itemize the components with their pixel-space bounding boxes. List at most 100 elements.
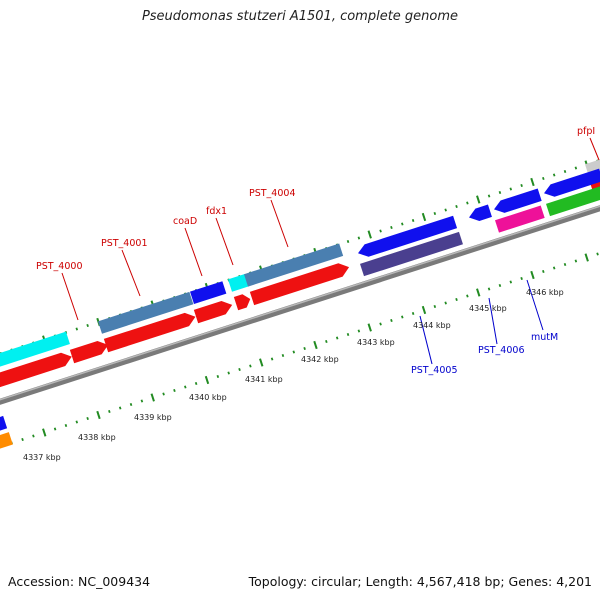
inner-rail-tick xyxy=(86,416,89,421)
inner-rail-tick xyxy=(584,253,589,262)
inner-rail-tick xyxy=(259,358,264,367)
inner-rail-tick xyxy=(64,423,68,428)
outer-rail-tick xyxy=(346,239,350,244)
gene-pst-4005-purple xyxy=(360,231,463,277)
inner-rail-tick xyxy=(292,350,296,354)
gene-pst-4000-red-body xyxy=(0,352,72,391)
gene-pst-4005-blue-body xyxy=(358,215,458,257)
scale-label-4339: 4339 kbp xyxy=(134,413,172,422)
gene-left-blue xyxy=(0,415,8,432)
outer-rail-tick xyxy=(509,187,513,191)
inner-rail-tick xyxy=(303,346,306,351)
outer-rail-tick xyxy=(367,230,372,239)
inner-rail-tick xyxy=(444,301,447,305)
outer-rail-tick xyxy=(421,212,427,222)
inner-rail-tick xyxy=(466,294,469,298)
leader-pst-4006 xyxy=(488,297,498,345)
outer-rail-tick xyxy=(390,225,393,230)
inner-rail-tick xyxy=(129,402,133,407)
inner-rail-tick xyxy=(184,385,187,389)
outer-rail-tick xyxy=(379,229,382,233)
outer-rail-tick xyxy=(86,323,89,328)
gene-red-small-body xyxy=(69,340,109,364)
inner-rail-tick xyxy=(238,367,241,372)
gene-left-orange xyxy=(0,432,13,452)
gene-pst-4001-steel-body xyxy=(98,291,194,334)
genome-summary-text: Topology: circular; Length: 4,567,418 bp… xyxy=(248,574,592,589)
gene-coad-red-body xyxy=(193,300,233,324)
scale-label-4344: 4344 kbp xyxy=(413,321,451,330)
gene-coad-red xyxy=(193,300,233,324)
outer-rail-tick xyxy=(542,176,545,181)
gene-left-blue-body xyxy=(0,415,8,432)
outer-rail-tick xyxy=(487,194,491,198)
gene-pst-4004-steel-body xyxy=(244,243,344,287)
inner-rail-tick xyxy=(108,409,111,414)
outer-rail-tick xyxy=(455,204,458,209)
gene-coad-blue xyxy=(190,281,227,305)
leader-pst-4001 xyxy=(121,249,141,297)
gene-right-blue xyxy=(544,168,600,197)
inner-rail-tick xyxy=(455,297,458,302)
scale-label-4345: 4345 kbp xyxy=(469,304,507,313)
inner-rail-tick xyxy=(596,252,599,256)
gene-label-pfpi: pfpI xyxy=(577,126,595,137)
inner-rail-tick xyxy=(530,270,535,280)
inner-rail-tick xyxy=(21,437,24,442)
scale-label-4346: 4346 kbp xyxy=(526,288,564,297)
inner-tick-rail xyxy=(0,252,599,449)
outer-rail-tick xyxy=(466,201,469,205)
gene-mutm-blue xyxy=(494,188,542,213)
gene-pst-4000-cyan-body xyxy=(0,331,70,370)
gene-right-green-body xyxy=(546,185,600,217)
outer-rail-tick xyxy=(552,173,556,177)
gene-pst-4005-blue xyxy=(358,215,458,257)
accession-text: Accession: NC_009434 xyxy=(8,574,151,589)
inner-rail-tick xyxy=(379,322,382,326)
gene-pst-4001-red xyxy=(103,312,196,353)
inner-rail-tick xyxy=(281,353,285,358)
gene-pst-4001-steel xyxy=(98,291,194,334)
outer-rail-tick xyxy=(520,183,523,188)
inner-rail-tick xyxy=(194,381,198,386)
inner-rail-tick xyxy=(433,304,437,309)
inner-rail-tick xyxy=(357,329,361,333)
leader-coad xyxy=(184,227,203,277)
inner-rail-tick xyxy=(509,280,513,284)
leader-pfpi xyxy=(589,137,600,161)
leader-mutm xyxy=(526,279,544,331)
gene-pst-4006-blue-body xyxy=(469,204,492,221)
leader-lines xyxy=(61,137,600,365)
inner-rail-tick xyxy=(32,434,35,438)
inner-rail-tick xyxy=(118,406,122,410)
inner-rail-tick xyxy=(249,364,252,368)
map-title: Pseudomonas stutzeri A1501, complete gen… xyxy=(141,9,459,24)
scale-label-4337: 4337 kbp xyxy=(23,453,61,462)
scale-label-4343: 4343 kbp xyxy=(357,338,395,347)
scale-label-4341: 4341 kbp xyxy=(245,375,283,384)
gene-pst-4004-red-body xyxy=(249,263,350,306)
gene-label-pst-4006: PST_4006 xyxy=(478,345,525,356)
leader-pst-4004 xyxy=(270,199,289,248)
outer-rail-tick xyxy=(574,166,578,170)
gene-fdx1-cyan-body xyxy=(228,273,250,292)
scale-labels: 4337 kbp 4338 kbp 4339 kbp 4340 kbp 4341… xyxy=(23,288,564,462)
outer-rail-tick xyxy=(530,177,535,187)
inner-rail-tick xyxy=(520,276,523,281)
leader-pst-4005 xyxy=(419,315,433,365)
gene-label-pst-4001: PST_4001 xyxy=(101,238,148,249)
inner-rail-tick xyxy=(227,371,230,375)
gene-pst-4006-blue xyxy=(469,204,492,221)
outer-rail-tick xyxy=(476,195,481,204)
inner-rail-tick xyxy=(335,336,339,340)
gene-fdx1-red-body xyxy=(233,294,251,311)
outer-rail-tick xyxy=(357,236,361,240)
leader-fdx1 xyxy=(215,217,234,266)
inner-rail-tick xyxy=(53,427,57,431)
outer-rail-tick xyxy=(563,169,567,174)
inner-rail-tick xyxy=(173,388,176,393)
gene-pst-4005-purple-body xyxy=(360,231,463,277)
gene-right-blue-body xyxy=(544,168,600,197)
scale-label-4342: 4342 kbp xyxy=(301,355,339,364)
outer-rail-tick xyxy=(75,327,79,331)
